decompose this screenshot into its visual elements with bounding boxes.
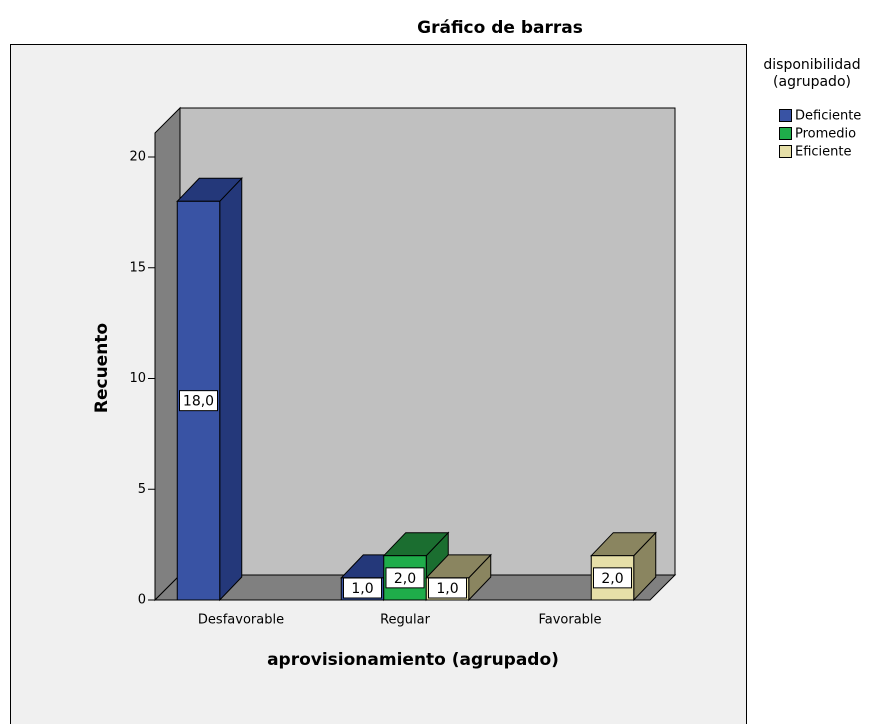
bar: 1,0 bbox=[425, 553, 492, 602]
legend-label: Eficiente bbox=[795, 145, 852, 160]
legend-swatch bbox=[779, 109, 792, 122]
value-label: 1,0 bbox=[436, 581, 458, 597]
chart-title: Gráfico de barras bbox=[417, 18, 583, 38]
back-wall bbox=[179, 107, 676, 576]
y-tick-label: 5 bbox=[138, 482, 146, 497]
y-tick-label: 20 bbox=[129, 150, 146, 165]
value-label: 2,0 bbox=[601, 571, 623, 587]
x-axis-label: aprovisionamiento (agrupado) bbox=[267, 650, 559, 670]
y-tick-label: 0 bbox=[138, 593, 146, 608]
x-tick-label: Favorable bbox=[538, 613, 601, 628]
value-label: 2,0 bbox=[394, 571, 416, 587]
bar: 2,0 bbox=[382, 531, 450, 602]
legend-swatch bbox=[779, 127, 792, 140]
x-tick-label: Desfavorable bbox=[198, 613, 284, 628]
value-label-box bbox=[593, 567, 632, 589]
legend-swatch bbox=[779, 145, 792, 158]
value-label-box bbox=[428, 577, 467, 599]
bar-side bbox=[219, 177, 243, 602]
y-axis-label: Recuento bbox=[92, 323, 112, 413]
value-label-box bbox=[343, 577, 382, 599]
bar: 18,0 bbox=[176, 177, 243, 602]
y-tick-label: 15 bbox=[129, 260, 146, 275]
legend-label: Promedio bbox=[795, 127, 856, 142]
legend-label: Deficiente bbox=[795, 109, 861, 124]
y-tick-label: 10 bbox=[129, 371, 146, 386]
value-label: 1,0 bbox=[351, 581, 373, 597]
value-label-box bbox=[179, 390, 218, 412]
legend-title: (agrupado) bbox=[773, 74, 851, 90]
side-wall bbox=[154, 106, 181, 602]
legend-title: disponibilidad bbox=[763, 57, 860, 73]
bar: 2,0 bbox=[590, 531, 657, 602]
x-tick-label: Regular bbox=[380, 613, 431, 628]
value-label: 18,0 bbox=[183, 394, 214, 410]
value-label-box bbox=[385, 567, 425, 589]
